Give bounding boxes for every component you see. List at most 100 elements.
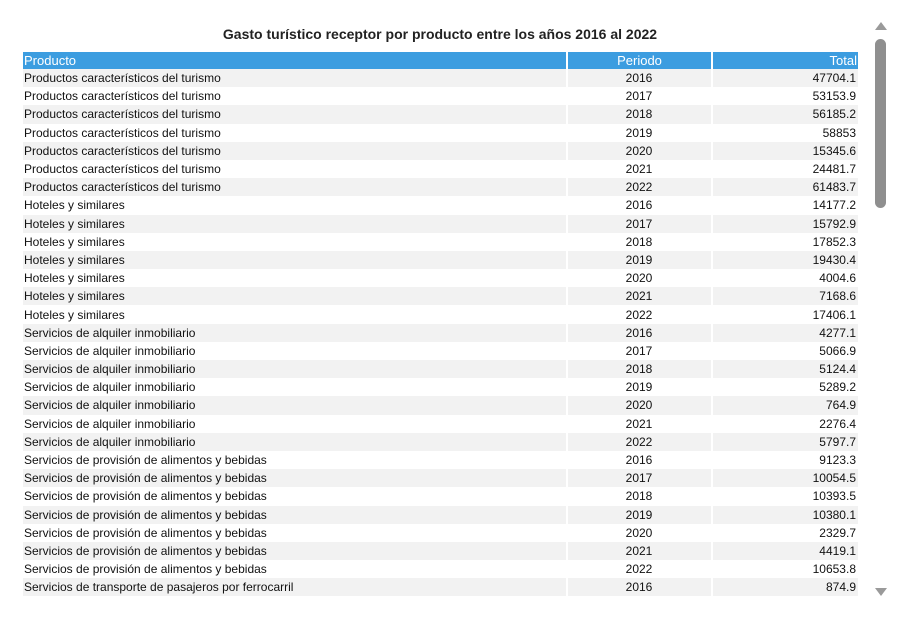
table-row: Servicios de provisión de alimentos y be…: [23, 541, 858, 561]
cell-total: 5289.2: [712, 378, 858, 397]
column-header-periodo[interactable]: Periodo: [567, 52, 713, 69]
table-row: Hoteles y similares 2019 19430.4: [23, 250, 858, 270]
cell-producto: Servicios de provisión de alimentos y be…: [23, 469, 568, 488]
cell-producto: Servicios de provisión de alimentos y be…: [23, 505, 568, 524]
table-row: Servicios de provisión de alimentos y be…: [23, 487, 858, 506]
cell-periodo: 2020: [567, 269, 713, 288]
cell-producto: Servicios de alquiler inmobiliario: [23, 341, 568, 360]
scroll-down-arrow-icon[interactable]: [875, 588, 887, 596]
cell-total: 5066.9: [712, 341, 858, 360]
table-title: Gasto turístico receptor por producto en…: [222, 26, 658, 42]
cell-periodo: 2016: [567, 323, 713, 342]
cell-periodo: 2019: [567, 505, 713, 524]
cell-total: 61483.7: [712, 178, 858, 197]
cell-total: 2329.7: [712, 523, 858, 542]
cell-total: 2276.4: [712, 414, 858, 433]
cell-periodo: 2020: [567, 396, 713, 415]
cell-total: 56185.2: [712, 105, 858, 124]
cell-periodo: 2019: [567, 250, 713, 270]
cell-producto: Servicios de provisión de alimentos y be…: [23, 487, 568, 506]
cell-producto: Productos característicos del turismo: [23, 105, 568, 124]
cell-total: 58853: [712, 123, 858, 142]
table-row: Productos característicos del turismo 201…: [23, 105, 858, 124]
data-table-container[interactable]: Producto Periodo Total Productos caracte…: [23, 52, 860, 600]
cell-periodo: 2018: [567, 360, 713, 379]
cell-producto: Hoteles y similares: [23, 250, 568, 270]
cell-periodo: 2016: [567, 196, 713, 215]
cell-periodo: 2016: [567, 578, 713, 597]
table-row: Servicios de provisión de alimentos y be…: [23, 450, 858, 470]
cell-producto: Productos característicos del turismo: [23, 69, 568, 88]
cell-producto: Servicios de alquiler inmobiliario: [23, 378, 568, 397]
cell-total: 5797.7: [712, 432, 858, 451]
cell-total: 4004.6: [712, 269, 858, 288]
cell-total: 47704.1: [712, 69, 858, 88]
scrollbar-thumb[interactable]: [875, 39, 886, 208]
table-row: Hoteles y similares 2020 4004.6: [23, 269, 858, 288]
cell-periodo: 2019: [567, 123, 713, 142]
table-row: Servicios de provisión de alimentos y be…: [23, 505, 858, 524]
table-row: Hoteles y similares 2017 15792.9: [23, 214, 858, 233]
scroll-up-arrow-icon[interactable]: [875, 22, 887, 30]
cell-periodo: 2017: [567, 469, 713, 488]
table-row: Servicios de alquiler inmobiliario 2019 52…: [23, 378, 858, 397]
cell-producto: Hoteles y similares: [23, 269, 568, 288]
cell-producto: Hoteles y similares: [23, 214, 568, 233]
cell-producto: Hoteles y similares: [23, 196, 568, 215]
cell-producto: Servicios de provisión de alimentos y be…: [23, 450, 568, 470]
table-body: Productos característicos del turismo 201…: [23, 69, 858, 597]
cell-producto: Hoteles y similares: [23, 305, 568, 324]
cell-total: 4277.1: [712, 323, 858, 342]
table-row: Servicios de alquiler inmobiliario 2016 42…: [23, 323, 858, 342]
cell-producto: Productos característicos del turismo: [23, 123, 568, 142]
cell-periodo: 2017: [567, 87, 713, 106]
cell-producto: Servicios de alquiler inmobiliario: [23, 396, 568, 415]
cell-total: 4419.1: [712, 541, 858, 561]
table-row: Servicios de alquiler inmobiliario 2020 76…: [23, 396, 858, 415]
data-table: Producto Periodo Total Productos caracte…: [23, 52, 858, 597]
table-row: Servicios de provisión de alimentos y be…: [23, 523, 858, 542]
cell-producto: Hoteles y similares: [23, 232, 568, 251]
cell-total: 19430.4: [712, 250, 858, 270]
cell-producto: Servicios de transporte de pasajeros por…: [23, 578, 568, 597]
table-row: Servicios de alquiler inmobiliario 2017 50…: [23, 341, 858, 360]
cell-total: 14177.2: [712, 196, 858, 215]
cell-periodo: 2019: [567, 378, 713, 397]
cell-total: 10054.5: [712, 469, 858, 488]
cell-producto: Servicios de alquiler inmobiliario: [23, 432, 568, 451]
table-row: Productos característicos del turismo 201…: [23, 87, 858, 106]
cell-producto: Servicios de provisión de alimentos y be…: [23, 523, 568, 542]
table-row: Productos característicos del turismo 202…: [23, 159, 858, 179]
column-header-total[interactable]: Total: [712, 52, 858, 69]
vertical-scrollbar[interactable]: [872, 18, 890, 602]
cell-total: 17406.1: [712, 305, 858, 324]
cell-periodo: 2018: [567, 232, 713, 251]
cell-total: 10393.5: [712, 487, 858, 506]
table-row: Hoteles y similares 2016 14177.2: [23, 196, 858, 215]
cell-total: 9123.3: [712, 450, 858, 470]
cell-periodo: 2021: [567, 541, 713, 561]
cell-periodo: 2021: [567, 159, 713, 179]
cell-periodo: 2016: [567, 69, 713, 88]
cell-total: 874.9: [712, 578, 858, 597]
cell-producto: Productos característicos del turismo: [23, 159, 568, 179]
table-row: Productos característicos del turismo 201…: [23, 69, 858, 88]
cell-producto: Hoteles y similares: [23, 287, 568, 306]
table-row: Productos característicos del turismo 201…: [23, 123, 858, 142]
table-row: Hoteles y similares 2021 7168.6: [23, 287, 858, 306]
cell-periodo: 2018: [567, 105, 713, 124]
cell-producto: Servicios de provisión de alimentos y be…: [23, 541, 568, 561]
cell-producto: Productos característicos del turismo: [23, 87, 568, 106]
cell-total: 24481.7: [712, 159, 858, 179]
table-row: Servicios de provisión de alimentos y be…: [23, 560, 858, 579]
cell-total: 5124.4: [712, 360, 858, 379]
cell-producto: Servicios de provisión de alimentos y be…: [23, 560, 568, 579]
cell-periodo: 2017: [567, 214, 713, 233]
cell-periodo: 2016: [567, 450, 713, 470]
cell-total: 10380.1: [712, 505, 858, 524]
cell-periodo: 2022: [567, 560, 713, 579]
table-row: Servicios de provisión de alimentos y be…: [23, 469, 858, 488]
cell-producto: Servicios de alquiler inmobiliario: [23, 323, 568, 342]
table-row: Productos característicos del turismo 202…: [23, 178, 858, 197]
column-header-producto[interactable]: Producto: [23, 52, 568, 69]
